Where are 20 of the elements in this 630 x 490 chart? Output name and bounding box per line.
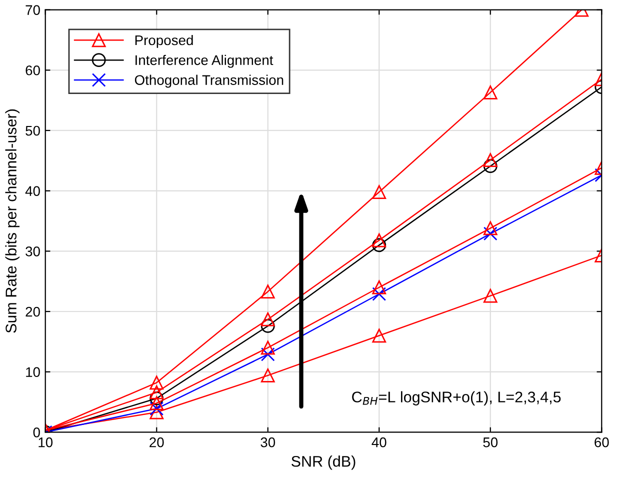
y-tick-label: 40 [25,186,40,196]
y-tick-label: 20 [26,306,40,317]
y-axis-title: Sum Rate (bits per channel-user) [5,109,20,333]
x-tick-label: 30 [260,437,276,448]
x-axis-title: SNR (dB) [292,456,356,470]
x-tick-label: 60 [594,437,609,448]
annotation: C$_{BH}$=L logSNR+o(1), L=2,3,4,5 [352,391,561,406]
y-tick-label: 50 [26,126,40,136]
y-tick-label: 10 [26,367,40,378]
x-tick-label: 20 [150,437,164,448]
x-tick-label: 50 [483,437,498,448]
y-tick-label: 60 [26,65,40,76]
x-tick-label: 40 [372,437,386,448]
y-tick-label: 70 [26,5,40,15]
y-tick-label: 0 [33,428,40,438]
x-tick-label: 10 [38,437,53,448]
legend-label: Interference Alignment [136,54,274,68]
legend-label: Proposed [135,34,193,48]
y-tick-label: 30 [26,246,40,256]
legend-label: Othogonal Transmission [134,74,284,88]
